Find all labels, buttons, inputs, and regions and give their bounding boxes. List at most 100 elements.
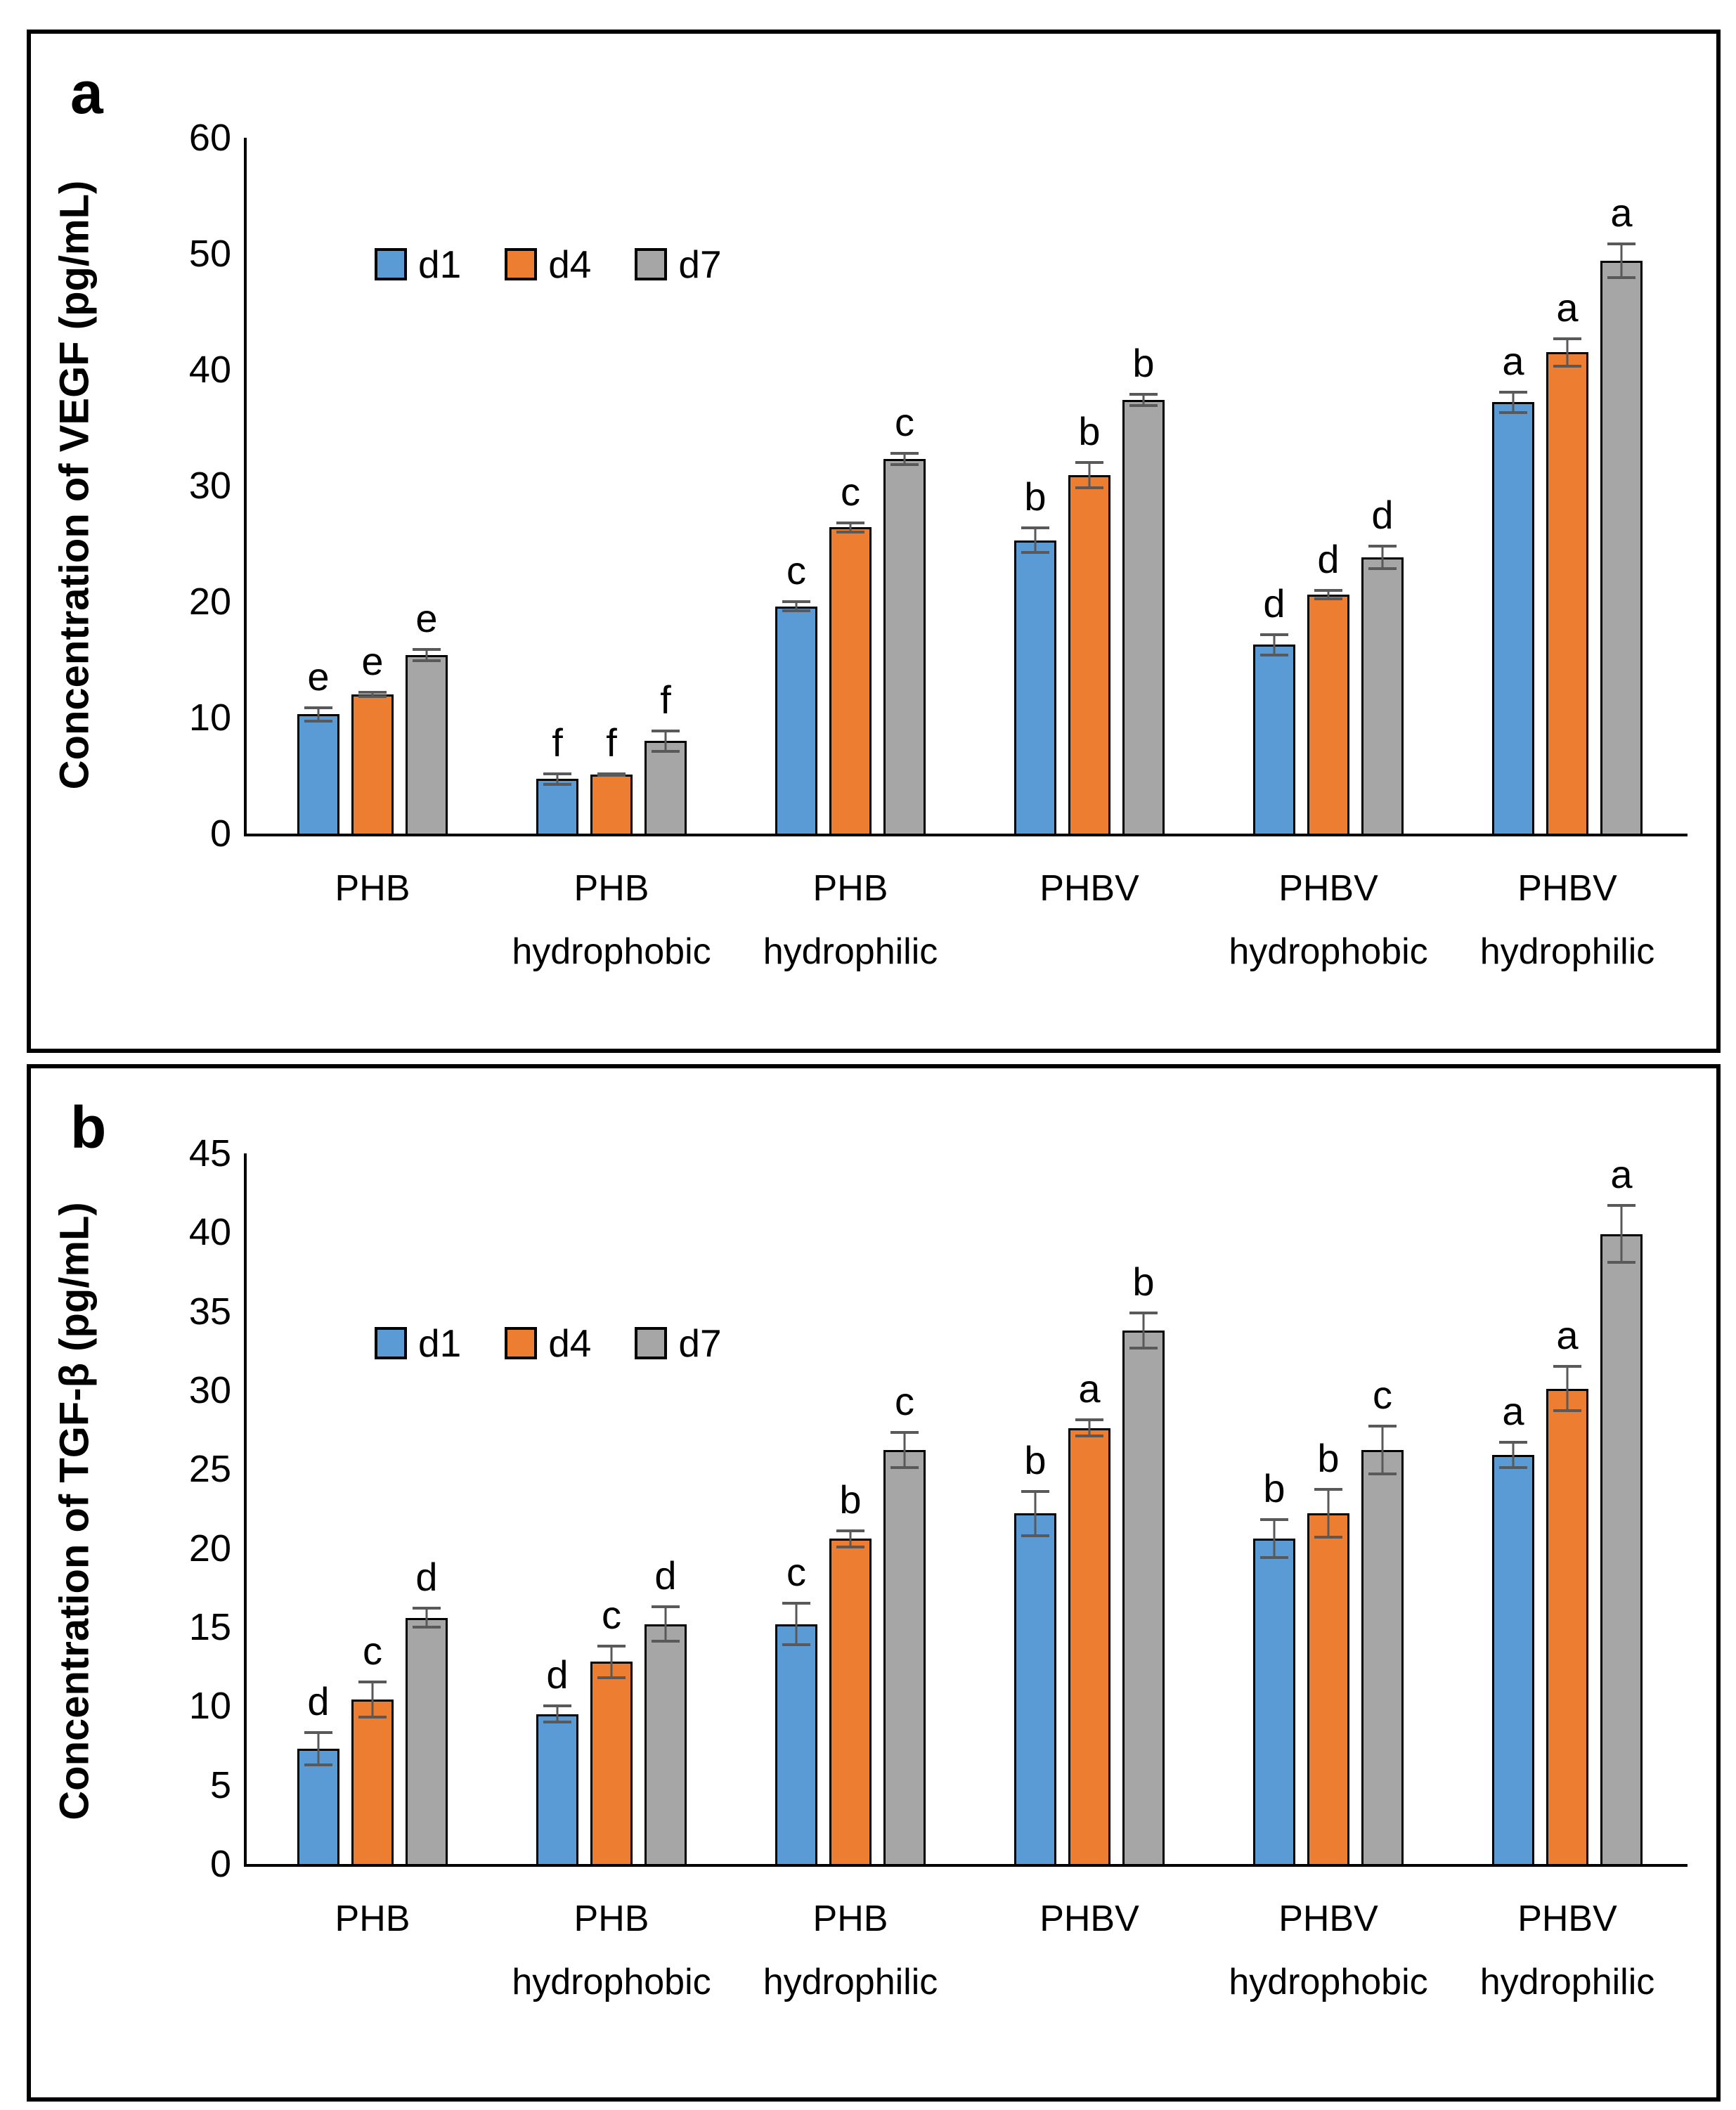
panel-a: a Concentration of VEGF (pg/mL) 0 10 20 30 4… [27,30,1721,1053]
panel-a-legend-swatch-d1 [375,248,407,280]
panel-b-error-bar [890,1431,919,1470]
panel-a-legend-item-d4: d4 [505,242,591,287]
panel-a-bar-d1-PHB [297,714,339,834]
panel-b-error-bar-cap-bot [1553,1409,1581,1413]
panel-b-bar-d1-PHB-hydrophilic [775,1624,817,1864]
panel-b-error-bar [597,1644,626,1680]
panel-b-x-label-line2: hydrophilic [763,1962,938,2002]
panel-b-y-tick-label: 5 [209,1763,231,1806]
panel-a-x-label-line1: PHB [574,868,649,909]
panel-b-bar-d1-PHB-hydrophobic [536,1714,578,1864]
panel-b-legend: d1 d4 d7 [375,1321,722,1366]
panel-a-significance-letter: d [1317,536,1340,581]
panel-a-error-bar-stem [1620,242,1623,280]
panel-b-y-tick-label: 20 [188,1527,231,1569]
panel-b-bar-d4-PHB [351,1700,394,1864]
panel-a-significance-letter: e [361,639,384,684]
panel-a-error-bar [304,706,332,723]
panel-b-error-bar-cap-top [1129,1311,1158,1314]
panel-b-y-tick-label: 30 [188,1369,231,1411]
panel-a-bar-d7-PHB [406,654,448,834]
panel-a-error-bar-stem [371,691,374,698]
panel-b-significance-letter: c [602,1592,621,1637]
panel-a-bar-d7-PHB-hydrophilic [883,459,926,834]
panel-a-error-bar-cap-bot [1260,653,1288,656]
panel-b-bar-d4-PHBV-hydrophobic [1307,1513,1349,1864]
panel-a-bar-d1-PHB-hydrophobic [536,779,578,834]
panel-a-error-bar-stem [903,452,906,466]
panel-b-significance-letter: d [415,1554,438,1599]
panel-b-x-label-line1: PHB [812,1898,888,1939]
panel-b-significance-letter: c [895,1379,914,1424]
panel-a-error-bar-stem [317,706,320,723]
panel-b: b Concentration of TGF-β (pg/mL) 0 5 10 15 2… [27,1064,1721,2102]
panel-b-error-bar-cap-bot [597,1676,626,1680]
panel-a-error-bar [543,772,571,787]
panel-b-error-bar [1021,1489,1049,1537]
panel-a-error-bar-stem [1566,337,1569,368]
panel-a-x-label-line1: PHB [812,868,888,909]
panel-b-significance-letter: c [363,1629,382,1674]
panel-a-x-label-line1: PHBV [1517,868,1617,909]
panel-b-y-tick-label: 10 [188,1685,231,1728]
panel-b-plot-area: 0 5 10 15 20 25 30 35 40 45 d1 d4 d7 d c d PHB d c d PHB hydr… [189,1134,1688,2000]
panel-a-error-bar-cap-top [1499,390,1527,394]
panel-b-error-bar-stem [610,1644,613,1680]
panel-a-error-bar-cap-top [1314,588,1342,592]
panel-a-error-bar-cap-top [304,706,332,709]
panel-b-x-label-line2: hydrophobic [512,1962,711,2002]
panel-a-bar-d4-PHB-hydrophilic [829,527,872,834]
panel-b-error-bar-cap-top [1260,1518,1288,1521]
panel-a-error-bar-cap-top [358,691,387,694]
panel-b-x-axis [244,1864,1688,1867]
panel-b-error-bar-cap-bot [358,1716,387,1719]
panel-b-y-axis-title: Concentration of TGF-β (pg/mL) [51,1202,98,1820]
panel-a-significance-letter: d [1263,581,1285,626]
panel-a-error-bar-cap-top [413,648,441,652]
panel-a-error-bar-stem [664,729,667,753]
panel-b-error-bar [782,1602,810,1646]
panel-a-bar-d1-PHB-hydrophilic [775,606,817,834]
panel-a-y-tick-label: 30 [188,465,231,507]
panel-a-y-tick-label: 60 [188,117,231,159]
panel-b-error-bar-cap-bot [652,1640,680,1643]
panel-a-error-bar-cap-top [890,452,919,455]
panel-b-error-bar [1075,1418,1103,1438]
panel-b-error-bar-cap-top [1368,1425,1397,1428]
panel-a-significance-letter: a [1502,338,1524,383]
panel-b-error-bar [1368,1425,1397,1476]
panel-b-error-bar-cap-bot [413,1626,441,1629]
panel-a-error-bar [782,600,810,612]
panel-a-error-bar-cap-bot [1075,486,1103,489]
panel-b-y-axis [244,1153,247,1864]
panel-a-error-bar-cap-bot [597,774,626,777]
panel-a-legend-swatch-d4 [505,248,538,280]
panel-a-significance-letter: c [786,548,806,593]
panel-a-error-bar-cap-bot [836,530,864,533]
panel-b-error-bar-stem [1566,1365,1569,1413]
panel-b-error-bar-cap-bot [1314,1536,1342,1539]
panel-b-bar-d4-PHBV-hydrophilic [1546,1388,1588,1864]
panel-b-bar-d4-PHB-hydrophobic [590,1662,633,1864]
panel-a-y-tick-label: 20 [188,581,231,623]
panel-a-error-bar [1368,545,1397,571]
panel-a-bar-d4-PHBV [1068,475,1110,834]
panel-a-x-label-line1: PHB [335,868,410,909]
panel-b-significance-letter: c [786,1550,806,1595]
panel-a-error-bar [836,522,864,533]
panel-a-error-bar-cap-bot [358,694,387,698]
panel-a-error-bar [1075,461,1103,489]
panel-b-bar-d7-PHB [406,1617,448,1864]
panel-b-y-tick-label: 25 [188,1448,231,1491]
panel-a-x-label-line2: hydrophilic [763,931,938,972]
panel-a-error-bar-cap-top [1260,633,1288,636]
panel-b-error-bar-stem [1142,1311,1145,1350]
panel-a-bar-d4-PHB-hydrophobic [590,774,633,834]
panel-a-significance-letter: b [1132,341,1155,385]
panel-b-bar-d7-PHB-hydrophilic [883,1450,926,1864]
panel-b-error-bar [1314,1488,1342,1539]
panel-b-significance-letter: c [1373,1373,1392,1418]
panel-a-error-bar-stem [556,772,559,787]
panel-a-error-bar-cap-bot [1553,364,1581,368]
panel-a-error-bar-stem [1512,390,1515,414]
